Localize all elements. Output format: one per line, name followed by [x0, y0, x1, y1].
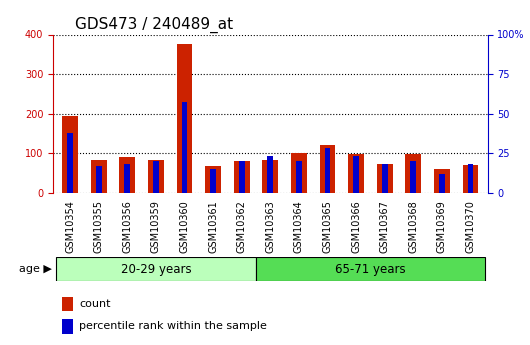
Bar — [405, 154, 421, 193]
Bar — [324, 148, 330, 193]
Bar — [467, 164, 473, 193]
Bar — [268, 156, 273, 193]
Bar — [182, 102, 188, 193]
Bar — [353, 156, 359, 193]
Bar — [210, 169, 216, 193]
Bar — [377, 164, 393, 193]
Bar — [291, 153, 307, 193]
Bar — [262, 160, 278, 193]
Text: count: count — [79, 298, 111, 308]
Bar — [61, 297, 73, 311]
Bar — [153, 161, 159, 193]
Bar — [67, 132, 73, 193]
Bar — [205, 166, 221, 193]
Text: percentile rank within the sample: percentile rank within the sample — [79, 321, 267, 331]
Bar — [320, 145, 335, 193]
Bar — [382, 164, 387, 193]
Bar — [96, 166, 102, 193]
Bar — [239, 161, 244, 193]
Bar — [434, 169, 450, 193]
Bar — [63, 116, 78, 193]
Bar — [61, 319, 73, 334]
Text: age ▶: age ▶ — [19, 264, 51, 274]
Bar — [176, 45, 192, 193]
Text: 20-29 years: 20-29 years — [121, 263, 191, 276]
Bar — [148, 160, 164, 193]
Bar — [234, 161, 250, 193]
Bar — [125, 164, 130, 193]
Bar — [410, 161, 416, 193]
Bar — [439, 174, 445, 193]
Bar — [91, 160, 107, 193]
Text: GDS473 / 240489_at: GDS473 / 240489_at — [75, 17, 233, 33]
Bar — [56, 257, 256, 281]
Bar — [119, 157, 135, 193]
Bar — [348, 154, 364, 193]
Bar — [296, 161, 302, 193]
Bar — [463, 165, 478, 193]
Text: 65-71 years: 65-71 years — [335, 263, 405, 276]
Bar — [256, 257, 485, 281]
